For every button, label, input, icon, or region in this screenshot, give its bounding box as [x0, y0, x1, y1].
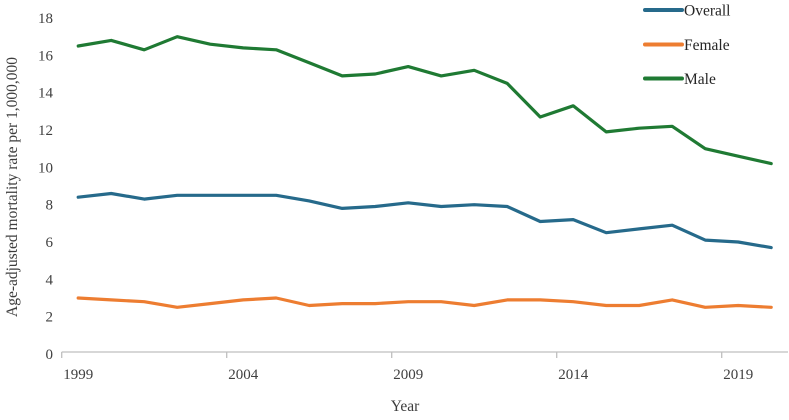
female-line — [76, 296, 773, 309]
x-tick-label: 2019 — [723, 367, 753, 383]
y-tick-label: 14 — [38, 86, 54, 102]
chart-dynamic-layer: 1999 2004 2009 2014 2019 0 2 4 6 8 10 12 14 16 18 Overa… — [38, 3, 788, 383]
y-tick-label: 2 — [46, 310, 54, 326]
legend-label-female: Female — [684, 37, 730, 54]
x-tick-label: 2009 — [393, 367, 423, 383]
y-tick-label: 4 — [46, 272, 54, 288]
male-line — [76, 35, 773, 166]
y-tick-label: 0 — [46, 347, 54, 363]
y-tick-label: 18 — [38, 11, 53, 27]
overall-line — [76, 191, 773, 250]
x-tick-label: 1999 — [63, 367, 93, 383]
y-axis-title: Age-adjusted mortality rate per 1,000,00… — [4, 57, 21, 317]
y-tick-label: 8 — [46, 198, 54, 214]
y-tick-label: 12 — [38, 123, 53, 139]
y-tick-label: 16 — [38, 48, 54, 64]
y-tick-label: 6 — [46, 235, 54, 251]
legend-label-male: Male — [684, 71, 716, 88]
y-tick-label: 10 — [38, 160, 53, 176]
x-tick-label: 2004 — [228, 367, 259, 383]
x-axis-title: Year — [391, 398, 420, 415]
x-tick-label: 2014 — [558, 367, 589, 383]
legend-label-overall: Overall — [684, 3, 730, 20]
